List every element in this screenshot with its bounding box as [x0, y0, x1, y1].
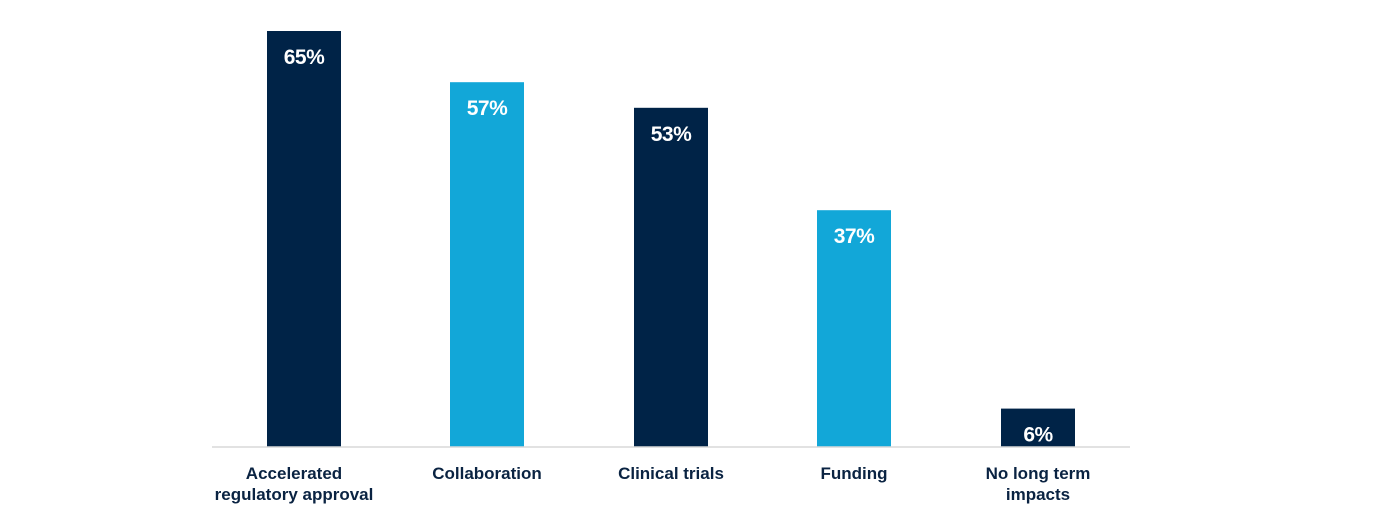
category-label-5-line-2: impacts: [1006, 485, 1070, 504]
category-labels-group: Accelerated regulatory approval Collaborat…: [215, 464, 1091, 504]
category-label-5-line-1: No long term: [986, 464, 1091, 483]
data-label-1: 65%: [284, 46, 325, 69]
bar-2: [450, 82, 524, 447]
category-label-1-line-1: Accelerated: [246, 464, 342, 483]
bar-4: [817, 210, 891, 447]
data-label-3: 53%: [651, 123, 692, 146]
category-label-4: Funding: [820, 464, 887, 483]
data-labels-group: 65% 57% 53% 37% 6%: [284, 46, 1054, 447]
bar-1: [267, 31, 341, 447]
data-label-2: 57%: [467, 97, 508, 120]
data-label-4: 37%: [834, 225, 875, 248]
bar-3: [634, 107, 708, 448]
category-label-1-line-2: regulatory approval: [215, 485, 374, 504]
bars-group: [267, 31, 1075, 448]
category-label-3: Clinical trials: [618, 464, 724, 483]
data-label-5: 6%: [1023, 424, 1053, 447]
bar-5: [1001, 408, 1075, 447]
category-label-2: Collaboration: [432, 464, 542, 483]
